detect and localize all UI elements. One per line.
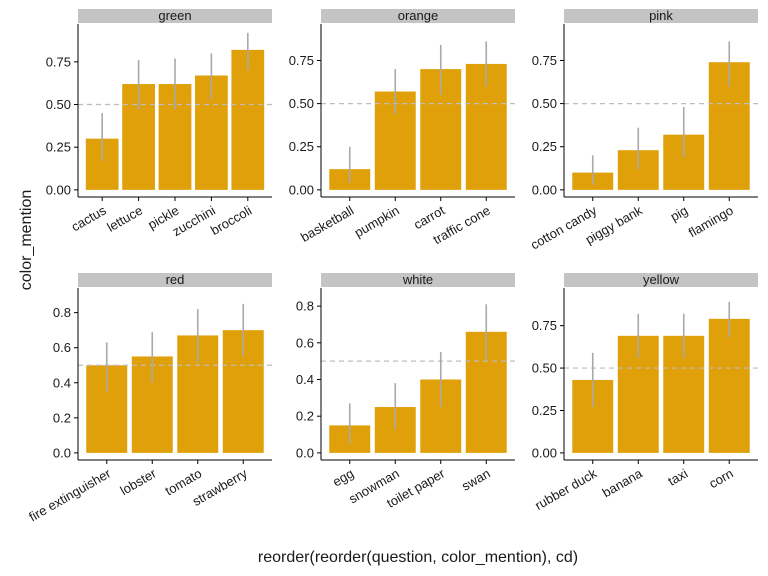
y-tick-label: 0.8: [53, 305, 71, 320]
y-tick-label: 0.6: [296, 335, 314, 350]
x-tick-label: banana: [600, 465, 646, 500]
strip-label: red: [166, 272, 185, 287]
y-tick-label: 0.50: [532, 361, 557, 376]
y-tick-label: 0.6: [53, 340, 71, 355]
y-tick-label: 0.50: [532, 96, 557, 111]
y-tick-label: 0.00: [532, 182, 557, 197]
y-tick-label: 0.8: [296, 299, 314, 314]
strip-label: white: [402, 272, 433, 287]
x-tick-label: flamingo: [686, 203, 736, 241]
y-tick-label: 0.75: [289, 53, 314, 68]
y-tick-label: 0.50: [46, 97, 71, 112]
y-tick-label: 0.75: [532, 318, 557, 333]
panel-yellow: yellow 0.00 0.25 0.50 0.75 rubber duck banana t…: [532, 272, 758, 513]
strip-green: [78, 9, 272, 23]
y-tick-label: 0.0: [53, 445, 71, 460]
bar-corn: [708, 318, 750, 453]
strip-yellow: [564, 273, 758, 287]
y-tick-label: 0.2: [296, 409, 314, 424]
strip-pink: [564, 9, 758, 23]
y-tick-label: 0.75: [532, 53, 557, 68]
x-tick-label: pumpkin: [352, 203, 402, 241]
x-tick-label: fire extinguisher: [26, 465, 114, 524]
strip-label: pink: [649, 8, 673, 23]
x-tick-label: lobster: [117, 465, 159, 498]
y-tick-label: 0.25: [289, 139, 314, 154]
y-tick-label: 0.25: [46, 140, 71, 155]
strip-orange: [321, 9, 515, 23]
y-tick-label: 0.00: [532, 445, 557, 460]
x-tick-label: pig: [668, 203, 691, 225]
y-tick-label: 0.0: [296, 445, 314, 460]
x-tick-label: broccoli: [208, 203, 254, 238]
y-tick-label: 0.00: [46, 182, 71, 197]
panel-red: red 0.0 0.2 0.4 0.6 0.8 fire extinguisher lobst…: [26, 272, 272, 524]
strip-white: [321, 273, 515, 287]
x-tick-label: basketball: [298, 203, 356, 245]
y-axis-title: color_mention: [18, 190, 35, 291]
y-tick-label: 0.4: [296, 372, 314, 387]
bar-broccoli: [231, 49, 265, 190]
y-tick-label: 0.25: [532, 403, 557, 418]
x-tick-label: lettuce: [104, 203, 145, 235]
x-tick-label: corn: [706, 466, 735, 492]
x-tick-label: rubber duck: [532, 465, 599, 513]
x-tick-label: taxi: [665, 466, 690, 489]
y-tick-label: 0.25: [532, 139, 557, 154]
y-tick-label: 0.75: [46, 54, 71, 69]
strip-red: [78, 273, 272, 287]
strip-label: green: [158, 8, 191, 23]
y-tick-label: 0.00: [289, 182, 314, 197]
y-tick-label: 0.2: [53, 410, 71, 425]
x-axis-title: reorder(reorder(question, color_mention)…: [258, 549, 578, 566]
x-tick-label: swan: [459, 466, 493, 494]
y-tick-label: 0.4: [53, 375, 71, 390]
y-tick-label: 0.50: [289, 96, 314, 111]
strip-label: yellow: [643, 272, 680, 287]
x-tick-label: egg: [330, 466, 356, 490]
strip-label: orange: [398, 8, 438, 23]
x-tick-label: cactus: [69, 202, 109, 234]
